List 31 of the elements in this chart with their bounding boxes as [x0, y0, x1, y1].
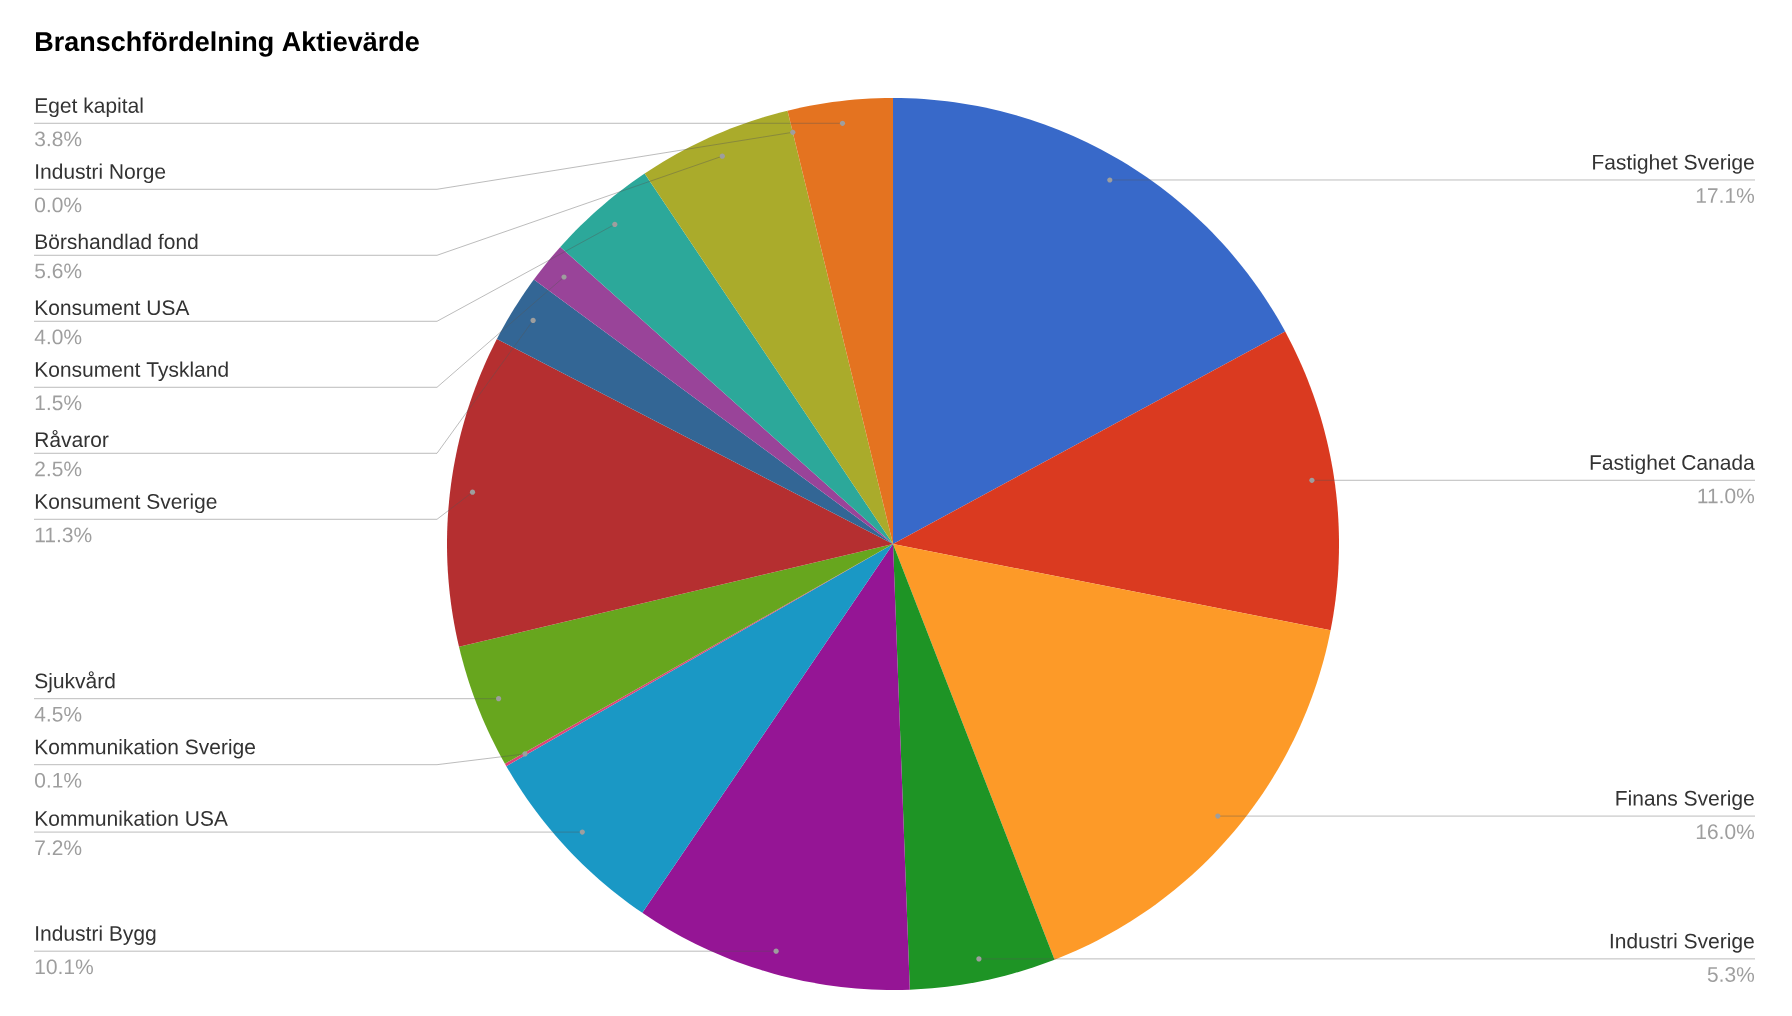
- category-label: Industri Norge: [36, 163, 166, 184]
- data-label: 1.5%: [35, 395, 82, 411]
- data-label: 5.3%: [1707, 967, 1755, 982]
- slice-label: Råvaror: [35, 429, 109, 448]
- data-label: 4.0%: [34, 329, 82, 345]
- slice-label: Fastighet Sverige: [1593, 154, 1754, 174]
- slice-label: Sjukvård: [35, 671, 115, 693]
- data-label: 11.0%: [1698, 488, 1755, 504]
- data-label: 17.1%: [1696, 188, 1755, 203]
- slice-label: Kommunikation Sverige: [35, 738, 255, 759]
- data-label: 7.2%: [35, 840, 82, 856]
- text: 0.0%: [35, 197, 82, 213]
- data-label: 10.1%: [35, 959, 93, 975]
- data-label: 5.6%: [35, 263, 82, 279]
- slice-label: Konsument Sverige: [35, 493, 217, 514]
- slice-label: Eget kapital: [35, 97, 143, 118]
- data-label: 4.5%: [34, 706, 82, 722]
- data-label: 16.0%: [1696, 824, 1755, 840]
- slice-label: Kommunikation USA: [35, 810, 228, 826]
- slice-label: Industri Bygg: [36, 925, 156, 945]
- slice-label: Börshandlad fond: [35, 233, 198, 250]
- data-label: 2.5%: [35, 461, 82, 477]
- slice-label: Industri Sverige: [1610, 933, 1754, 953]
- chart-title: Branschfördelning Aktievärde: [36, 31, 419, 57]
- data-label: 11.3%: [35, 527, 92, 543]
- slice-label: Finans Sverige: [1616, 790, 1754, 810]
- slice-label: Konsument Tyskland: [35, 361, 228, 382]
- slice-label: Fastighet Canada: [1590, 454, 1755, 475]
- data-label: 0.1%: [35, 772, 82, 788]
- data-label: 3.8%: [35, 131, 82, 147]
- slice-label: Konsument USA: [35, 300, 190, 316]
